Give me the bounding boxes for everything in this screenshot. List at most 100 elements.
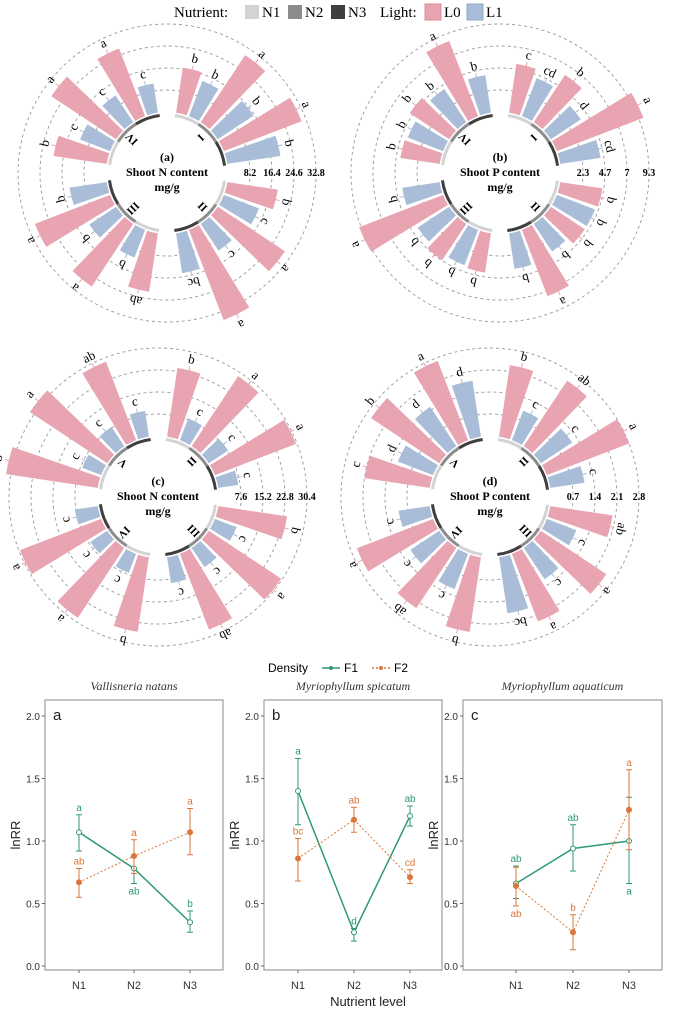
error-bar	[55, 83, 63, 90]
significance-letter: a	[22, 387, 37, 401]
error-bar	[516, 607, 520, 616]
significance-letter: a	[346, 239, 362, 251]
data-point	[295, 855, 301, 862]
significance-letter: ab	[217, 625, 235, 644]
series-F1: a d ab	[295, 747, 416, 942]
density-legend-label: Density	[268, 661, 308, 675]
grid-tick-label: 22.8	[276, 492, 294, 503]
error-bar	[419, 231, 427, 238]
significance-letter: d	[408, 395, 423, 411]
error-bar	[587, 215, 596, 221]
error-bar	[64, 606, 71, 614]
error-bar	[190, 65, 194, 74]
significance-letter: b	[362, 393, 378, 407]
significance-letter: a	[131, 828, 137, 839]
significance-letter: bc	[513, 614, 529, 632]
error-bar	[286, 429, 295, 434]
nutrient-arc-N1	[497, 438, 523, 450]
bar-N1-L1	[179, 418, 202, 445]
significance-letter: c	[91, 415, 105, 430]
grid-ring	[384, 391, 596, 603]
bar-N3-L0	[82, 361, 137, 445]
error-bar	[189, 267, 193, 276]
grid-ring	[372, 45, 628, 301]
bar-N2-L1	[533, 428, 573, 464]
significance-letter: b	[288, 526, 304, 536]
series-F2: bc ab cd	[293, 795, 415, 884]
bar-N1-L1	[542, 518, 577, 546]
grid-tick-label: 8.2	[244, 168, 257, 179]
error-bar	[475, 72, 478, 81]
grid-ring	[30, 369, 286, 625]
nutrient-arc-N1	[165, 438, 191, 450]
error-bar	[51, 144, 60, 148]
error-bar	[419, 409, 426, 417]
error-bar	[520, 363, 524, 372]
significance-letter: b	[385, 194, 401, 204]
significance-letter: a	[640, 94, 656, 106]
significance-letter: c	[130, 393, 139, 409]
grid-ring	[362, 369, 618, 625]
nutrient-arc-N1	[205, 504, 217, 530]
series-F1: a ab b	[76, 803, 193, 933]
series-F2: ab a a	[73, 797, 193, 898]
bar-N1-L1	[188, 81, 219, 121]
grid-tick-label: 1.4	[589, 492, 602, 503]
bar-N3-L0	[20, 518, 106, 575]
panel-label: (a)	[160, 150, 174, 164]
y-tick-label: 1.0	[444, 837, 458, 848]
significance-letter: a	[414, 348, 426, 364]
significance-letter: b	[469, 58, 479, 74]
error-bar	[556, 242, 562, 250]
grid-tick-label: 15.2	[254, 492, 272, 503]
error-bar	[207, 559, 214, 567]
significance-letter: b	[406, 235, 422, 249]
significance-letter: bc	[293, 827, 304, 838]
legend-l1: L1	[486, 5, 503, 21]
bar-N2-L0	[57, 540, 125, 618]
nutrient-arc-N3	[165, 544, 190, 557]
error-bar	[124, 625, 128, 634]
significance-letter: a	[626, 887, 632, 898]
significance-letter: d	[454, 363, 464, 379]
nutrient-arc-N2	[449, 122, 470, 143]
significance-letter: b	[580, 237, 596, 251]
significance-letter: a	[295, 747, 301, 758]
y-tick-label: 2.0	[444, 712, 458, 723]
series-F2: ab b a	[510, 758, 632, 951]
error-bar	[135, 408, 139, 417]
nutrient-arc-N1	[547, 180, 559, 206]
error-bar	[434, 91, 440, 98]
bar-N2-L1	[533, 216, 566, 252]
error-bar	[21, 560, 30, 565]
error-bar	[102, 427, 109, 435]
significance-letter: b	[279, 197, 295, 207]
significance-letter: d	[383, 442, 400, 455]
bar-N1-L1	[521, 78, 554, 121]
significance-letter: c	[552, 575, 566, 590]
significance-letter: b	[118, 632, 128, 648]
unit-label: mg/g	[487, 180, 512, 194]
error-bar	[596, 196, 605, 200]
legend-f2-marker	[379, 666, 383, 670]
significance-letter: b	[423, 78, 437, 94]
bar-N1-L0	[499, 365, 534, 440]
error-bar	[91, 544, 99, 551]
significance-letter: b	[187, 351, 197, 367]
bar-N3-L1	[74, 506, 101, 525]
y-axis-title: lnRR	[426, 821, 441, 850]
significance-letter: b	[420, 256, 434, 272]
bar-N2-L0	[191, 376, 259, 454]
bar-N2-L1	[410, 530, 447, 564]
grid-ring	[39, 45, 295, 301]
error-bar	[229, 532, 238, 537]
grid-tick-label: 2.3	[577, 168, 590, 179]
error-bar	[362, 465, 371, 469]
legend-nutrient-label: Nutrient:	[174, 5, 228, 21]
data-point	[131, 853, 137, 859]
data-point	[295, 788, 301, 794]
significance-letter: a	[236, 317, 248, 333]
